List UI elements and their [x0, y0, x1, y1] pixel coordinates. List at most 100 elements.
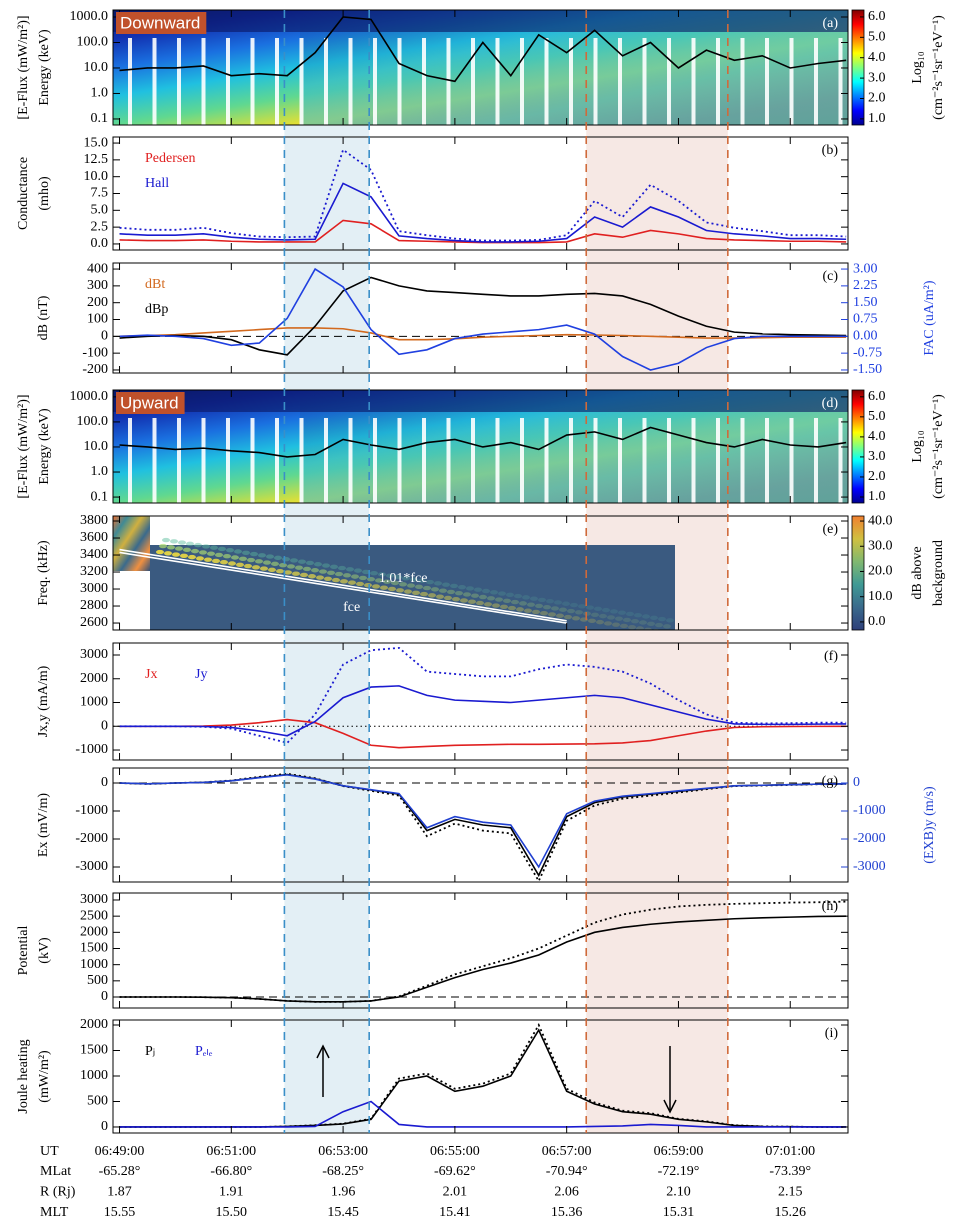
emission [562, 601, 570, 606]
emission [482, 588, 490, 594]
emission [375, 578, 383, 583]
emission [551, 606, 559, 611]
series-line [119, 646, 847, 744]
emission [234, 549, 242, 554]
data-gap [716, 38, 720, 125]
emission [303, 566, 311, 572]
row-value: -69.62° [434, 1164, 476, 1179]
row-value: -72.19° [658, 1164, 700, 1179]
y-axis-title: Energy (keV) [37, 29, 52, 106]
series-line [119, 900, 847, 1003]
emission [370, 570, 378, 576]
emission [308, 574, 316, 579]
emission [204, 557, 212, 562]
series-line [119, 1028, 847, 1128]
emission [471, 593, 479, 598]
data-gap [520, 38, 524, 125]
emission [535, 603, 543, 609]
y-tick-label: 400 [87, 261, 108, 276]
colorbar-tick-label: 5.0 [868, 409, 886, 424]
y-tick-label: 1.0 [91, 86, 109, 101]
y-tick-label: 200 [87, 295, 108, 310]
emission [540, 611, 548, 616]
emission [372, 584, 380, 589]
emission [556, 613, 564, 618]
data-gap [128, 418, 132, 503]
emission [367, 576, 375, 582]
emission [258, 553, 266, 558]
emission [514, 593, 522, 599]
y-axis-title: [E-Flux (mW/m²)] [16, 15, 31, 119]
emission [596, 619, 604, 625]
panel-label: (h) [822, 899, 839, 914]
y2-tick-label: 0.00 [853, 329, 878, 344]
panel: 2600 2800 3000 3200 3400 3600 3800 Freq. (kHz) (… [36, 513, 946, 631]
data-gap [569, 38, 573, 125]
emission [620, 623, 628, 629]
y-axis-title: (mW/m²) [37, 1050, 52, 1103]
y-tick-label: 3000 [80, 647, 108, 662]
emission [359, 575, 367, 581]
emission [498, 591, 506, 596]
colorbar-tick-label: 6.0 [868, 9, 886, 24]
y-axis-title: Joule heating [16, 1039, 31, 1113]
data-gap [152, 418, 157, 503]
data-gap [275, 38, 279, 125]
data-gap [716, 418, 720, 503]
colorbar-tick-label: 3.0 [868, 449, 886, 464]
emission [402, 576, 410, 581]
emission [295, 565, 303, 570]
legend-label: Jx [145, 667, 157, 682]
spectrogram-top [113, 10, 848, 32]
y-tick-label: 0.0 [91, 236, 109, 251]
colorbar [851, 389, 865, 504]
emission [199, 550, 207, 555]
legend-label: Pₑₗₑ [195, 1044, 213, 1059]
tag-box [116, 392, 185, 414]
emission [594, 606, 602, 612]
row-name: MLT [40, 1205, 69, 1220]
emission [492, 603, 500, 608]
panel: -3000 -2000 -1000 0 -3000 -2000 -1000 0 Ex (mV/m… [36, 767, 937, 883]
emission [452, 596, 460, 602]
y-tick-label: 3400 [80, 547, 108, 562]
data-gap [740, 38, 745, 125]
y-tick-label: 0 [101, 1119, 108, 1134]
legend-label: Pⱼ [145, 1044, 155, 1059]
panel-label: (f) [824, 649, 838, 664]
emission [666, 618, 674, 623]
emission [255, 559, 263, 564]
emission [364, 582, 372, 588]
spectrogram-top [113, 390, 848, 412]
panel-frame [112, 262, 849, 374]
series-line [119, 718, 847, 749]
emission [607, 615, 615, 620]
emission [431, 587, 439, 592]
legend-label: dBt [145, 277, 165, 292]
emission [210, 545, 218, 550]
y-tick-label: 1500 [80, 941, 108, 956]
emission [567, 608, 575, 614]
data-gap [446, 38, 451, 125]
up-arrow-head [316, 1044, 330, 1059]
panel-frame [112, 642, 849, 761]
emission [279, 562, 287, 568]
emission [332, 577, 340, 583]
emission [484, 602, 492, 607]
x-tick-label: 06:59:00 [654, 1144, 704, 1159]
emission [159, 543, 167, 549]
data-gap [250, 38, 255, 125]
line-annotation: 1.01*fce [379, 571, 428, 586]
colorbar-title: (cm⁻²s⁻¹sr⁻¹eV⁻¹) [931, 15, 946, 120]
y-axis-title: (mho) [37, 176, 52, 211]
emission [156, 549, 164, 555]
data-gap [373, 418, 377, 503]
series-line [119, 219, 847, 244]
emission [298, 559, 306, 564]
y-tick-label: 1500 [80, 1043, 108, 1058]
data-gap [397, 418, 402, 503]
series-line [119, 16, 847, 83]
colorbar-tick-label: 4.0 [868, 50, 886, 65]
emission [420, 591, 428, 597]
y-axis-title: Energy (keV) [37, 408, 52, 485]
